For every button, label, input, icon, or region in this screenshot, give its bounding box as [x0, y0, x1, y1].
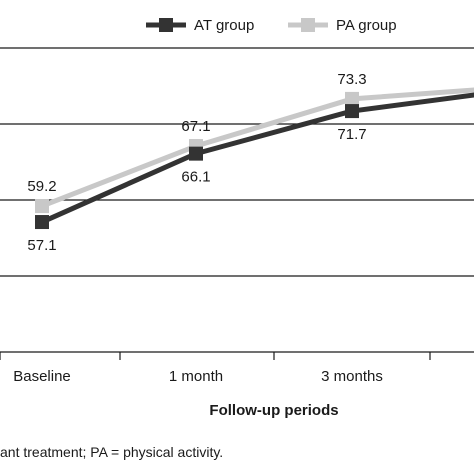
data-label-at-group: 71.7	[337, 126, 366, 143]
data-label-at-group: 57.1	[27, 237, 56, 254]
marker-pa-group-2	[345, 91, 359, 106]
legend-label-at-group: AT group	[194, 17, 254, 34]
marker-at-group-2	[345, 104, 359, 119]
data-label-at-group: 66.1	[181, 169, 210, 186]
data-label-pa-group: 67.1	[181, 118, 210, 135]
legend-marker-pa-group	[301, 18, 315, 32]
data-label-pa-group: 59.2	[27, 178, 56, 195]
marker-at-group-1	[189, 146, 203, 161]
gridlines	[0, 47, 474, 277]
series-markers	[35, 91, 359, 230]
data-labels: 57.1 66.1 71.7 59.2 67.1 73.3	[27, 71, 366, 254]
legend-label-pa-group: PA group	[336, 17, 397, 34]
series-line-at-group	[40, 92, 474, 225]
series-lines	[40, 87, 474, 225]
x-tick-label: 1 month	[169, 368, 223, 385]
data-label-pa-group: 73.3	[337, 71, 366, 88]
legend-marker-at-group	[159, 18, 173, 32]
marker-at-group-0	[35, 215, 49, 230]
series-line-pa-group	[41, 87, 474, 209]
marker-pa-group-0	[35, 199, 49, 214]
footnote: ant treatment; PA = physical activity.	[0, 444, 223, 460]
x-axis-title: Follow-up periods	[209, 402, 338, 419]
x-tick-label: Baseline	[13, 368, 71, 385]
legend: AT group PA group	[146, 17, 397, 34]
x-tick-label: 3 months	[321, 368, 383, 385]
